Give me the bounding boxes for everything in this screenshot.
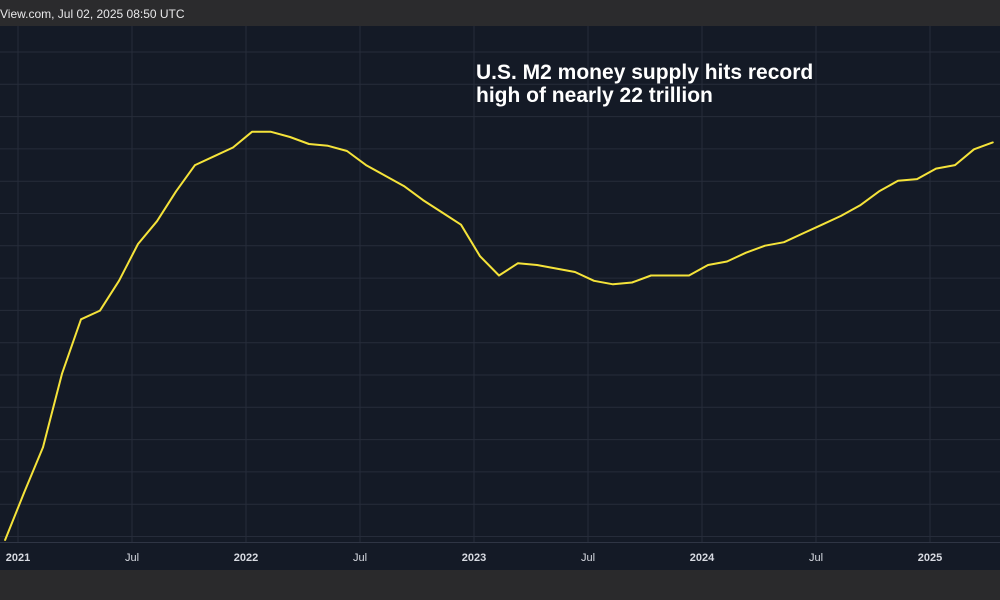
data-point xyxy=(232,146,234,149)
data-point xyxy=(593,280,595,282)
x-tick-label: 2021 xyxy=(6,552,30,564)
x-tick-label: 2023 xyxy=(462,552,486,564)
data-point xyxy=(688,274,690,277)
data-point xyxy=(384,174,386,177)
data-point xyxy=(764,244,766,247)
data-point xyxy=(308,143,310,145)
data-point xyxy=(707,264,709,266)
series-line xyxy=(4,130,994,541)
data-point xyxy=(156,220,158,222)
source-timestamp: View.com, Jul 02, 2025 08:50 UTC xyxy=(0,7,185,21)
data-point xyxy=(137,243,139,245)
data-point xyxy=(802,232,804,235)
data-point xyxy=(118,280,120,282)
chart-plot-svg xyxy=(0,26,1000,542)
data-point xyxy=(745,251,747,254)
x-tick-label: Jul xyxy=(809,552,823,564)
data-point xyxy=(517,262,519,264)
data-point xyxy=(327,145,329,147)
data-point xyxy=(840,215,842,217)
data-point xyxy=(726,260,728,263)
annotation-line-1: U.S. M2 money supply hits record xyxy=(476,61,814,84)
data-point xyxy=(992,141,994,144)
data-point xyxy=(479,255,481,257)
data-point xyxy=(460,223,462,226)
data-point xyxy=(80,318,82,321)
data-point xyxy=(821,223,823,226)
data-point xyxy=(935,167,937,170)
data-point xyxy=(99,309,101,312)
data-point xyxy=(973,148,975,151)
data-point xyxy=(270,131,272,133)
annotation-line-2: high of nearly 22 trillion xyxy=(476,84,713,107)
data-point xyxy=(4,539,6,541)
data-point xyxy=(669,274,671,277)
footer-bar xyxy=(0,570,1000,600)
data-point xyxy=(365,164,367,166)
data-point xyxy=(422,199,424,201)
data-point xyxy=(175,190,177,193)
data-point xyxy=(555,267,557,270)
plot-area xyxy=(0,26,1000,542)
data-point xyxy=(289,136,291,138)
x-axis-svg: 2021 Jul 2022 Jul 2023 Jul 2024 Jul 2025 xyxy=(6,552,942,564)
x-tick-label: 2022 xyxy=(234,552,258,564)
data-point xyxy=(403,185,405,187)
data-point xyxy=(251,131,253,133)
data-point xyxy=(574,271,576,273)
data-point xyxy=(650,274,652,277)
x-tick-label: Jul xyxy=(581,552,595,564)
data-point xyxy=(536,264,538,266)
data-point xyxy=(783,241,785,243)
data-point xyxy=(897,180,899,182)
data-point xyxy=(954,164,956,166)
data-point xyxy=(61,372,63,375)
x-tick-label: 2024 xyxy=(690,552,715,564)
data-point xyxy=(631,281,633,284)
data-point xyxy=(612,283,614,286)
x-tick-label: Jul xyxy=(125,552,139,564)
x-tick-label: Jul xyxy=(353,552,367,564)
x-tick-label: 2025 xyxy=(918,552,942,564)
data-point xyxy=(498,274,500,277)
x-axis: 2021 Jul 2022 Jul 2023 Jul 2024 Jul 2025 xyxy=(0,542,1000,571)
data-point xyxy=(859,204,861,207)
chart-annotation: U.S. M2 money supply hits record high of… xyxy=(476,61,896,107)
data-point xyxy=(916,178,918,180)
source-header-bar: View.com, Jul 02, 2025 08:50 UTC xyxy=(0,0,1000,27)
data-point xyxy=(441,211,443,214)
data-point xyxy=(194,164,196,166)
data-point xyxy=(213,155,215,158)
data-point xyxy=(42,446,44,449)
data-point xyxy=(23,492,25,494)
data-point xyxy=(878,190,880,193)
data-point xyxy=(346,150,348,152)
